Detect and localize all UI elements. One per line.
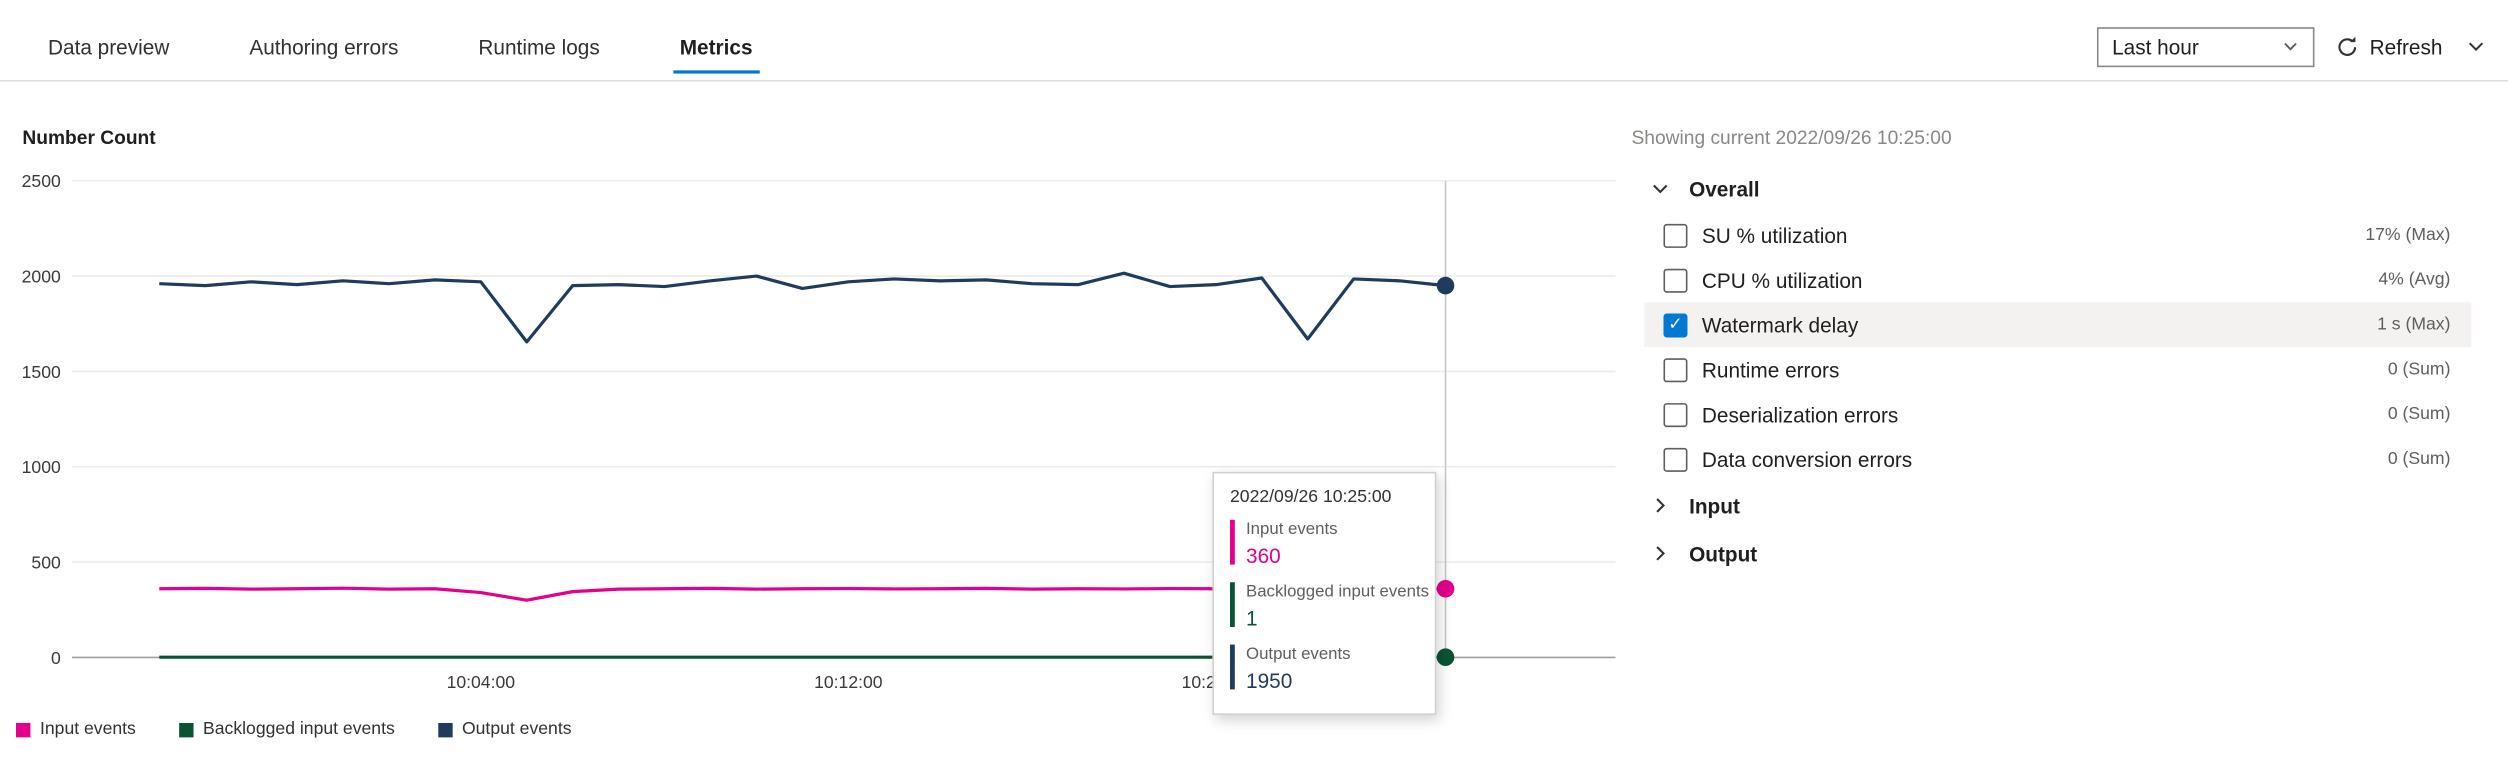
metric-row-cpu-utilization[interactable]: CPU % utilization 4% (Avg) [1644, 258, 2471, 303]
tab-bar: Data preview Authoring errors Runtime lo… [0, 0, 2508, 82]
metric-value: 0 (Sum) [2387, 359, 2451, 380]
y-tick-label: 1000 [22, 457, 61, 477]
tooltip-timestamp: 2022/09/26 10:25:00 [1230, 487, 1392, 508]
legend-swatch [179, 722, 194, 737]
metric-value: 0 (Sum) [2387, 449, 2451, 469]
metric-row-runtime-errors[interactable]: Runtime errors 0 (Sum) [1644, 347, 2471, 392]
metric-label: SU % utilization [1701, 223, 1848, 248]
series-line-output-events [159, 271, 1446, 344]
chevron-down-icon [1653, 184, 1668, 194]
legend-label: Input events [39, 719, 136, 739]
chevron-down-icon [2468, 42, 2484, 51]
legend-item-backlogged-input-events: Backlogged input events [179, 720, 395, 739]
refresh-icon [2339, 35, 2357, 56]
chevron-right-icon [1656, 498, 1665, 513]
cursor-dot-output-events [1436, 276, 1455, 295]
metric-label: Watermark delay [1701, 312, 1859, 337]
y-tick-label: 2500 [22, 171, 61, 191]
tooltip-entry-output-events: Output events 1950 [1230, 644, 1419, 693]
x-tick-label: 10:04:00 [447, 672, 516, 692]
chevron-right-icon [1656, 546, 1665, 561]
metric-row-deserialization-errors[interactable]: Deserialization errors 0 (Sum) [1644, 392, 2471, 437]
refresh-button[interactable]: Refresh [2336, 34, 2442, 58]
overall-metric-list: SU % utilization 17% (Max) CPU % utiliza… [1631, 213, 2472, 482]
checkbox-watermark-delay[interactable] [1663, 312, 1688, 337]
section-label: Input [1689, 493, 1740, 518]
chart-tooltip: 2022/09/26 10:25:00 Input events 360 Bac… [1212, 471, 1437, 715]
tooltip-entry-backlogged-input-events: Backlogged input events 1 [1230, 582, 1429, 630]
metric-value: 17% (Max) [2365, 225, 2451, 245]
series-color-bar [1230, 519, 1235, 565]
metric-value: 0 (Sum) [2387, 404, 2451, 424]
showing-current-label: Showing current 2022/09/26 10:25:00 [1631, 126, 1952, 149]
tabs: Data preview Authoring errors Runtime lo… [47, 13, 759, 80]
tooltip-entry-value: 1950 [1246, 668, 1293, 693]
section-label: Overall [1689, 176, 1760, 201]
tooltip-entry-label: Input events [1246, 519, 1338, 540]
tab-authoring-errors[interactable]: Authoring errors [249, 34, 399, 59]
tooltip-entry-value: 1 [1246, 606, 1258, 631]
section-label: Output [1689, 541, 1758, 566]
checkbox-runtime-errors[interactable] [1663, 357, 1688, 382]
y-tick-label: 1500 [22, 362, 61, 382]
section-input[interactable]: Input [1631, 481, 2471, 529]
toolbar: Last hour Refresh [2097, 26, 2489, 67]
metric-row-data-conversion-errors[interactable]: Data conversion errors 0 (Sum) [1644, 437, 2471, 482]
metric-value: 4% (Avg) [2378, 270, 2451, 290]
tab-runtime-logs[interactable]: Runtime logs [478, 34, 600, 59]
metric-row-su-utilization[interactable]: SU % utilization 17% (Max) [1644, 213, 2471, 258]
metric-value: 1 s (Max) [2377, 315, 2451, 335]
chevron-down-icon [2284, 42, 2298, 51]
checkbox-data-conversion-errors[interactable] [1663, 447, 1688, 472]
cursor-dot-input-events [1436, 579, 1455, 598]
legend-label: Backlogged input events [203, 719, 395, 739]
legend-label: Output events [461, 719, 572, 739]
x-tick-label: 10:12:00 [814, 672, 883, 692]
legend-swatch [15, 722, 31, 737]
legend-swatch [437, 722, 453, 737]
checkbox-deserialization-errors[interactable] [1663, 402, 1688, 427]
section-overall[interactable]: Overall [1631, 165, 2471, 213]
time-range-dropdown[interactable]: Last hour [2097, 26, 2316, 67]
legend-item-output-events: Output events [437, 719, 572, 739]
metric-row-watermark-delay[interactable]: Watermark delay 1 s (Max) [1644, 302, 2472, 348]
checkbox-cpu-utilization[interactable] [1663, 267, 1688, 292]
y-tick-label: 2000 [22, 266, 61, 286]
chart-legend: Input events Backlogged input events Out… [15, 719, 572, 739]
checkbox-su-utilization[interactable] [1663, 223, 1688, 248]
tooltip-entry-label: Backlogged input events [1246, 582, 1430, 602]
metric-label: Runtime errors [1701, 357, 1840, 382]
legend-item-input-events: Input events [15, 719, 136, 739]
tooltip-entry-label: Output events [1246, 644, 1351, 664]
metric-label: CPU % utilization [1701, 267, 1863, 292]
refresh-label: Refresh [2369, 34, 2443, 59]
tooltip-entry-input-events: Input events 360 [1230, 519, 1419, 568]
time-range-value: Last hour [2112, 34, 2199, 59]
cursor-dot-backlogged-input-events [1436, 648, 1455, 667]
section-output[interactable]: Output [1631, 529, 2471, 577]
series-color-bar [1230, 644, 1235, 690]
metric-label: Deserialization errors [1701, 402, 1899, 427]
tab-data-preview[interactable]: Data preview [47, 34, 170, 59]
chart-title: Number Count [22, 126, 156, 149]
metrics-panel: Showing current 2022/09/26 10:25:00 Over… [1631, 126, 2472, 577]
tooltip-entry-value: 360 [1246, 543, 1281, 568]
metric-label: Data conversion errors [1701, 447, 1913, 472]
panel-collapse-button[interactable] [2463, 34, 2489, 60]
y-tick-label: 500 [31, 552, 61, 572]
series-color-bar [1230, 582, 1235, 628]
tab-metrics[interactable]: Metrics [673, 13, 759, 80]
y-tick-label: 0 [51, 648, 61, 668]
